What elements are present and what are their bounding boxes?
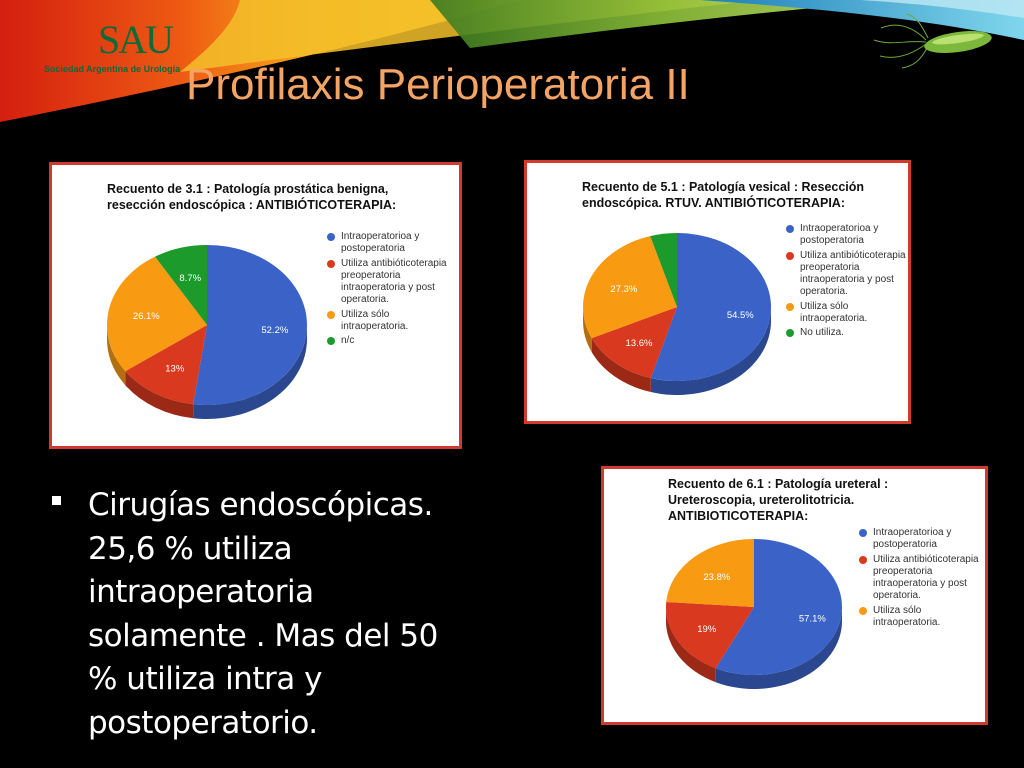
legend-label: Intraoperatorioa y postoperatoria [341, 231, 420, 255]
pie-slice [583, 236, 677, 339]
legend-item: Intraoperatorioa y postoperatoria [859, 527, 979, 552]
legend-item: Utiliza sólo intraoperatoria. [859, 605, 979, 630]
pie-data-label: 13.6% [626, 338, 653, 349]
pie-slice [650, 233, 677, 307]
pie-data-label: 13% [165, 363, 185, 374]
pie-chart: 52.2% 13% 26.1% 8.7% [107, 245, 308, 419]
pie-slice-side [193, 325, 307, 419]
sau-logo: SAU Sociedad Argentina de Urología [40, 14, 240, 84]
chart-title: Recuento de 3.1 : Patología prostática b… [107, 182, 397, 212]
legend-swatch [327, 310, 335, 319]
legend-label: Intraoperatorioa y postoperatoria [800, 223, 879, 247]
chart-legend: Intraoperatorioa y postoperatoria Utiliza… [786, 223, 906, 342]
legend-item: Utiliza antibióticoterapia preoperatoria… [786, 250, 906, 299]
legend-item: n/c [327, 335, 457, 347]
legend-label: n/c [341, 335, 355, 347]
pie-slice-side [666, 607, 716, 683]
slide-title: Profilaxis Perioperatoria II [186, 60, 690, 109]
pie-slice [666, 601, 754, 669]
bullet-text: Cirugías endoscópicas. 25,6 % utiliza in… [88, 487, 438, 741]
pie-data-label: 23.8% [703, 572, 730, 583]
chart-panel-3: Recuento de 6.1 : Patología ureteral : U… [601, 466, 988, 725]
legend-item: Intraoperatorioa y postoperatoria [327, 231, 457, 256]
legend-label: Utiliza antibióticoterapia preoperatoria… [873, 553, 979, 602]
chart-legend: Intraoperatorioa y postoperatoria Utiliza… [859, 527, 979, 631]
legend-item: Utiliza antibióticoterapia preoperatoria… [327, 258, 457, 307]
legend-label: Utiliza sólo intraoperatoria. [800, 300, 868, 325]
bacteria-icon [873, 13, 992, 69]
pie-data-label: 19% [697, 624, 717, 635]
pie-chart: 54.5% 13.6% 27.3% [583, 233, 771, 395]
pie-slice-side [715, 607, 842, 689]
pie-slice-side [591, 338, 651, 393]
pie-slice-side [107, 325, 126, 386]
pie-slice [715, 539, 842, 675]
legend-item: No utiliza. [786, 327, 906, 339]
pie-slice [193, 245, 308, 405]
chart-title: Recuento de 5.1 : Patología vesical : Re… [582, 180, 865, 210]
legend-swatch [786, 251, 794, 260]
legend-item: Utiliza antibióticoterapia preoperatoria… [859, 554, 979, 603]
legend-label: Utiliza sólo intraoperatoria. [873, 604, 941, 629]
pie-data-label: 8.7% [179, 273, 201, 284]
pie-slice-side [650, 307, 771, 395]
pie-data-label: 26.1% [133, 311, 160, 322]
chart-legend: Intraoperatorioa y postoperatoria Utiliza… [327, 231, 457, 350]
chart-panel-2: Recuento de 5.1 : Patología vesical : Re… [524, 160, 911, 424]
pie-slice-side [583, 307, 592, 353]
legend-swatch [859, 529, 867, 537]
legend-label: No utiliza. [800, 327, 844, 339]
legend-item: Intraoperatorioa y postoperatoria [786, 223, 906, 248]
pie-data-label: 27.3% [610, 284, 637, 295]
legend-swatch [327, 233, 335, 241]
legend-swatch [859, 555, 867, 564]
legend-swatch [327, 259, 335, 268]
pie-data-label: 52.2% [261, 325, 288, 336]
pie-slice [155, 245, 207, 325]
legend-label: Intraoperatorioa y postoperatoria [873, 527, 952, 551]
legend-swatch [859, 606, 867, 615]
pie-chart: 57.1% 19% 23.8% [666, 539, 842, 689]
pie-slice-side [125, 371, 194, 419]
pie-slice [591, 307, 677, 379]
pie-slice [125, 325, 207, 405]
pie-data-label: 57.1% [799, 613, 826, 624]
legend-swatch [786, 302, 794, 311]
legend-item: Utiliza sólo intraoperatoria. [786, 301, 906, 326]
legend-label: Utiliza antibióticoterapia preoperatoria… [341, 257, 447, 306]
logo-subtitle: Sociedad Argentina de Urología [44, 64, 181, 74]
pie-slice [666, 539, 754, 607]
legend-swatch [786, 225, 794, 233]
pie-slice [650, 233, 771, 381]
legend-swatch [786, 329, 794, 338]
chart-title: Recuento de 6.1 : Patología ureteral : U… [668, 477, 889, 523]
legend-swatch [327, 337, 335, 346]
bullet-square-icon [52, 496, 61, 505]
sau-logo-icon: SAU [98, 17, 174, 62]
pie-data-label: 54.5% [727, 310, 754, 321]
pie-slice [107, 256, 207, 372]
legend-item: Utiliza sólo intraoperatoria. [327, 309, 457, 334]
legend-label: Utiliza sólo intraoperatoria. [341, 308, 409, 333]
chart-panel-1: Recuento de 3.1 : Patología prostática b… [49, 162, 462, 449]
legend-label: Utiliza antibióticoterapia preoperatoria… [800, 249, 906, 298]
header-decoration [0, 0, 1024, 122]
